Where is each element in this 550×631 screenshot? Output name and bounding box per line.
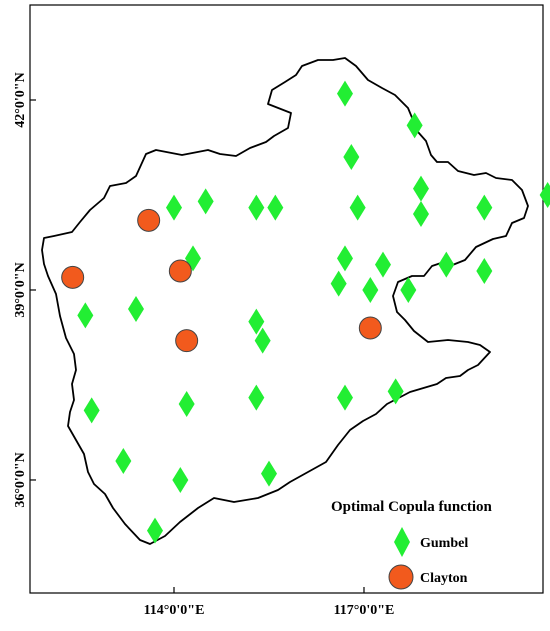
gumbel-station-marker — [248, 308, 265, 335]
gumbel-station-marker — [476, 257, 493, 284]
legend-clayton-icon — [388, 564, 414, 590]
legend-gumbel-icon — [394, 527, 410, 557]
clayton-station-marker — [137, 208, 161, 232]
clayton-station-marker — [358, 316, 382, 340]
lat-tick-label: 42°0'0"N — [13, 72, 28, 127]
gumbel-station-marker — [248, 194, 265, 221]
lat-tick-label: 39°0'0"N — [13, 262, 28, 317]
gumbel-station-marker — [83, 397, 100, 424]
clayton-station-marker — [175, 329, 199, 353]
station-markers — [61, 80, 550, 544]
legend-title: Optimal Copula function — [331, 499, 493, 515]
gumbel-station-marker — [374, 251, 391, 278]
gumbel-station-marker — [128, 295, 145, 322]
gumbel-station-marker — [330, 270, 347, 297]
gumbel-station-marker — [476, 194, 493, 221]
lon-tick-label: 117°0'0"E — [334, 603, 395, 618]
axis-ticks: 42°0'0"N 39°0'0"N 36°0'0"N 114°0'0"E 117°0'0… — [13, 72, 394, 618]
clayton-station-marker — [61, 265, 85, 289]
gumbel-station-marker — [400, 276, 417, 303]
gumbel-station-marker — [539, 181, 550, 208]
lon-tick-label: 114°0'0"E — [144, 603, 205, 618]
gumbel-station-marker — [336, 80, 353, 107]
gumbel-station-marker — [412, 175, 429, 202]
gumbel-station-marker — [115, 447, 132, 474]
gumbel-station-marker — [267, 194, 284, 221]
gumbel-station-marker — [166, 194, 182, 221]
legend: Optimal Copula function Gumbel Clayton — [331, 499, 493, 590]
gumbel-station-marker — [336, 384, 353, 411]
gumbel-station-marker — [438, 251, 455, 278]
legend-gumbel-label: Gumbel — [420, 536, 468, 551]
gumbel-station-marker — [260, 460, 277, 487]
gumbel-station-marker — [172, 466, 189, 493]
gumbel-station-marker — [178, 390, 195, 417]
gumbel-station-marker — [362, 276, 379, 303]
gumbel-station-marker — [336, 245, 353, 272]
gumbel-station-marker — [77, 302, 94, 329]
gumbel-station-marker — [387, 378, 404, 405]
gumbel-station-marker — [197, 188, 214, 215]
gumbel-station-marker — [343, 143, 360, 170]
gumbel-station-marker — [412, 200, 429, 227]
lat-tick-label: 36°0'0"N — [13, 452, 28, 507]
gumbel-station-marker — [254, 327, 271, 354]
clayton-station-marker — [168, 259, 192, 283]
gumbel-station-marker — [349, 194, 366, 221]
region-boundary — [41, 57, 529, 545]
gumbel-station-marker — [147, 517, 164, 544]
gumbel-station-marker — [406, 112, 423, 139]
gumbel-station-marker — [248, 384, 265, 411]
legend-clayton-label: Clayton — [420, 571, 468, 586]
